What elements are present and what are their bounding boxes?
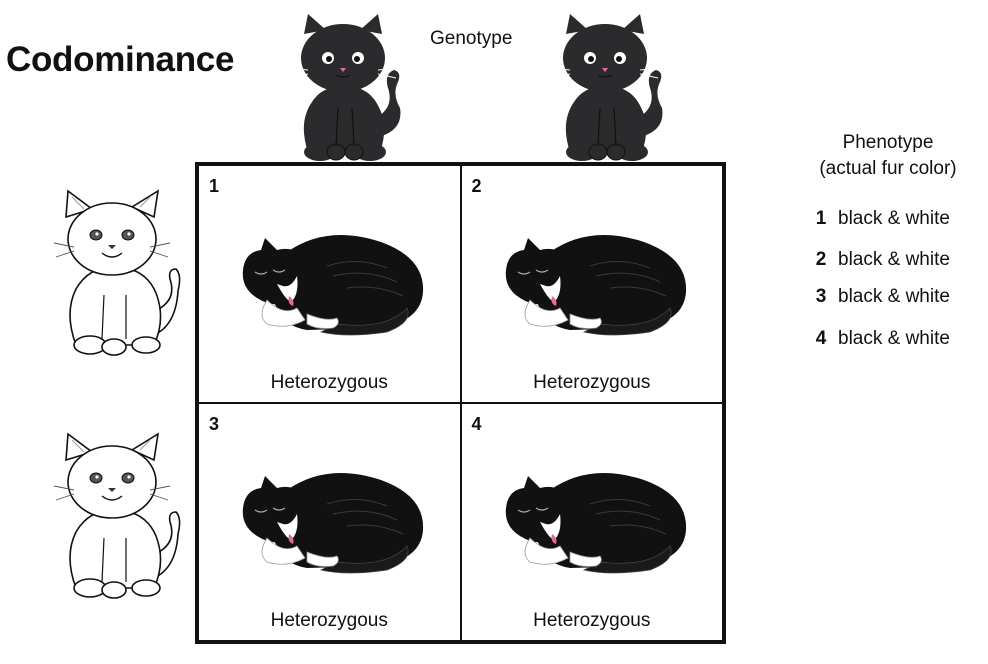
phenotype-value: black & white: [838, 328, 950, 349]
phenotype-number: 3: [815, 286, 827, 307]
phenotype-item: 4 black & white: [808, 328, 978, 350]
phenotype-number: 2: [815, 249, 827, 270]
punnett-cell: 1 Heterozygous: [198, 165, 461, 403]
punnett-cell: 4 Heterozygous: [460, 403, 723, 641]
tuxedo-kitten-image: [242, 234, 424, 336]
phenotype-value: black & white: [838, 208, 950, 229]
phenotype-subtitle: (actual fur color): [819, 158, 957, 179]
white-parent-cat-top: [53, 190, 181, 356]
cell-number: 1: [209, 176, 220, 196]
phenotype-item: 1 black & white: [808, 208, 978, 230]
tuxedo-kitten-image: [504, 472, 687, 574]
punnett-cell: 2 Heterozygous: [460, 165, 723, 403]
cell-number: 3: [209, 414, 220, 434]
phenotype-item: 2 black & white: [808, 249, 978, 271]
cell-number: 2: [471, 176, 482, 196]
black-parent-cat-left: [287, 13, 402, 162]
phenotype-value: black & white: [838, 249, 950, 270]
tuxedo-kitten-image: [242, 472, 424, 574]
cell-genotype-label: Heterozygous: [533, 610, 651, 631]
phenotype-number: 4: [815, 328, 827, 349]
punnett-cell: 3 Heterozygous: [198, 403, 461, 641]
cell-genotype-label: Heterozygous: [270, 372, 388, 393]
phenotype-item: 3 black & white: [808, 286, 978, 308]
punnett-square: 1 Heterozygous 2 Heterozygous 3 Heterozy…: [195, 162, 726, 644]
phenotype-title: Phenotype: [842, 132, 934, 153]
cell-genotype-label: Heterozygous: [270, 610, 388, 631]
tuxedo-kitten-image: [504, 234, 687, 336]
page-title: Codominance: [6, 40, 235, 79]
phenotype-value: black & white: [838, 286, 950, 307]
genotype-label: Genotype: [430, 28, 513, 49]
phenotype-heading: Phenotype (actual fur color): [800, 130, 976, 182]
white-parent-cat-bottom: [53, 433, 181, 599]
phenotype-number: 1: [815, 208, 827, 229]
cell-number: 4: [471, 414, 482, 434]
black-parent-cat-right: [549, 13, 664, 162]
cell-genotype-label: Heterozygous: [533, 372, 651, 393]
